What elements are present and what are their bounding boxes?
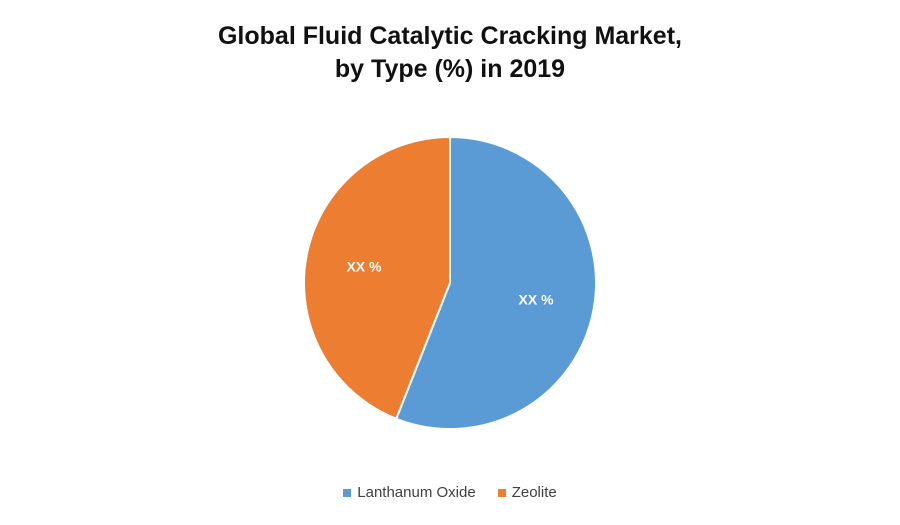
- legend-label-zeolite: Zeolite: [511, 484, 557, 501]
- pie-slice-zeolite: [303, 135, 451, 421]
- pie-slice-lanthanum-oxide: [394, 135, 597, 430]
- chart-title-line-1: Global Fluid Catalytic Cracking Market,: [217, 22, 682, 50]
- legend-label-lanthanum-oxide: Lanthanum Oxide: [357, 484, 476, 501]
- chart-title-line-2: by Type (%) in 2019: [334, 55, 566, 83]
- legend-swatch-lanthanum-oxide: [343, 488, 352, 497]
- data-label-lanthanum-oxide: XX %: [519, 291, 555, 307]
- legend-entry-lanthanum-oxide: Lanthanum Oxide: [343, 484, 476, 501]
- legend: Lanthanum Oxide Zeolite: [0, 484, 900, 501]
- legend-swatch-zeolite: [497, 488, 506, 497]
- data-label-zeolite: XX %: [346, 259, 382, 275]
- chart-title: Global Fluid Catalytic Cracking Market, …: [0, 20, 900, 86]
- legend-entry-zeolite: Zeolite: [497, 484, 557, 501]
